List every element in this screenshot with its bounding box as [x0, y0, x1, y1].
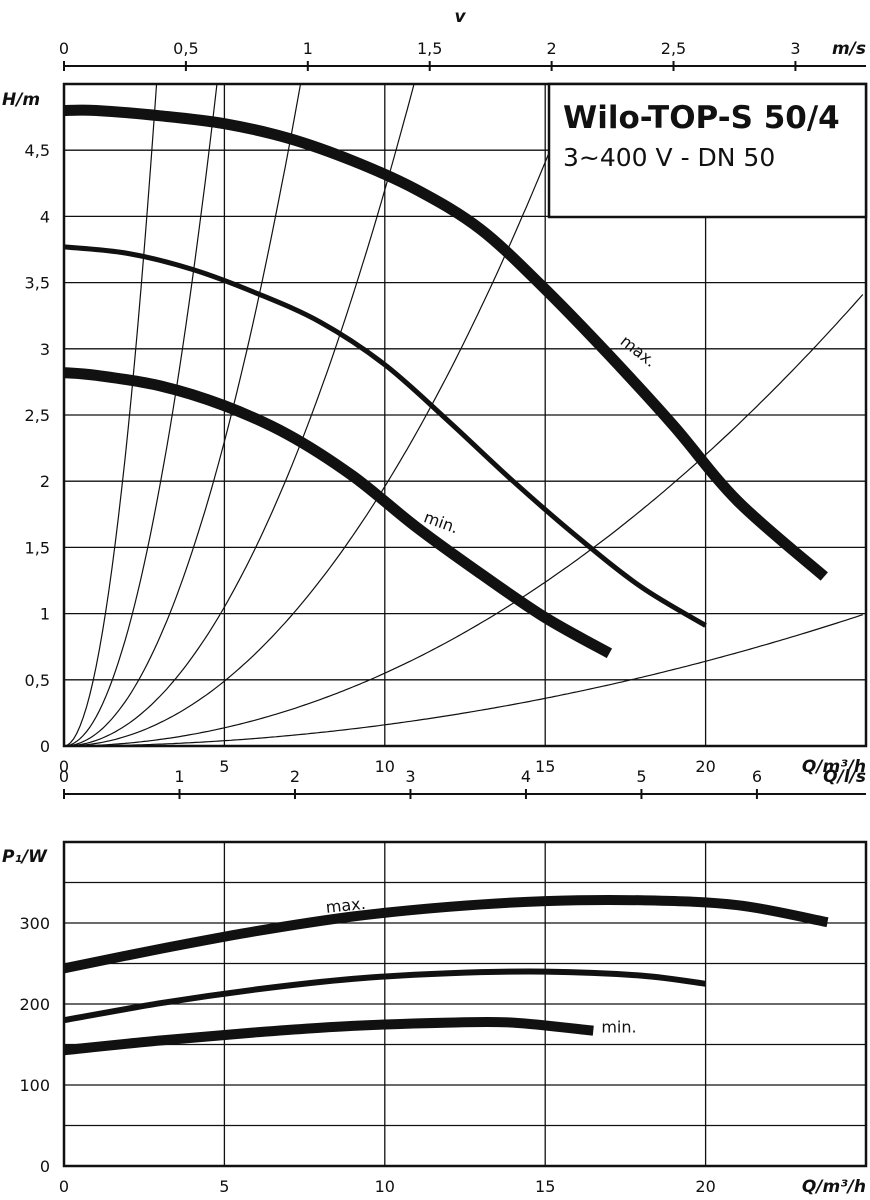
y-tick-label: 1,5 — [25, 538, 50, 557]
secondary-tick-label: 3 — [790, 39, 800, 58]
system-curve — [64, 49, 423, 747]
x-axis-label: Q/m³/h — [802, 1177, 866, 1197]
secondary-axis-label: Q/l/s — [823, 767, 866, 787]
y-axis-label: H/m — [2, 90, 40, 110]
system-curve — [64, 295, 863, 747]
x-tick-label: 5 — [219, 1177, 229, 1196]
y-tick-label: 0 — [40, 737, 50, 756]
secondary-tick-label: 4 — [521, 767, 531, 786]
y-tick-label: 4,5 — [25, 141, 50, 160]
y-tick-label: 200 — [19, 995, 50, 1014]
secondary-tick-label: 1 — [174, 767, 184, 786]
secondary-tick-label: 0,5 — [173, 39, 198, 58]
y-tick-label: 2 — [40, 472, 50, 491]
y-tick-label: 3,5 — [25, 274, 50, 293]
secondary-axis-label: m/s — [832, 39, 866, 59]
secondary-tick-label: 2,5 — [661, 39, 686, 58]
x-tick-label: 5 — [219, 757, 229, 776]
curve-label: min. — [601, 1017, 636, 1036]
system-curve — [64, 78, 157, 746]
y-tick-label: 0 — [40, 1157, 50, 1176]
secondary-tick-label: 2 — [547, 39, 557, 58]
y-axis-label: P₁/W — [2, 847, 48, 867]
x-tick-label: 10 — [375, 1177, 395, 1196]
secondary-tick-label: 1 — [303, 39, 313, 58]
secondary-axis-title: v — [454, 7, 466, 27]
pump-curve-min — [64, 1022, 593, 1050]
y-tick-label: 3 — [40, 340, 50, 359]
secondary-tick-label: 3 — [405, 767, 415, 786]
y-tick-label: 0,5 — [25, 671, 50, 690]
y-tick-label: 1 — [40, 605, 50, 624]
y-tick-label: 100 — [19, 1076, 50, 1095]
chart-subtitle: 3~400 V - DN 50 — [563, 143, 775, 172]
x-tick-label: 20 — [695, 1177, 715, 1196]
secondary-tick-label: 1,5 — [417, 39, 442, 58]
secondary-tick-label: 5 — [636, 767, 646, 786]
y-tick-label: 2,5 — [25, 406, 50, 425]
chart-title: Wilo-TOP-S 50/4 — [563, 100, 840, 136]
secondary-tick-label: 2 — [290, 767, 300, 786]
x-tick-label: 10 — [375, 757, 395, 776]
x-tick-label: 15 — [535, 757, 555, 776]
x-tick-label: 20 — [695, 757, 715, 776]
y-tick-label: 4 — [40, 207, 50, 226]
x-tick-label: 15 — [535, 1177, 555, 1196]
y-tick-label: 300 — [19, 914, 50, 933]
secondary-tick-label: 0 — [59, 39, 69, 58]
x-tick-label: 0 — [59, 1177, 69, 1196]
secondary-tick-label: 0 — [59, 767, 69, 786]
secondary-tick-label: 6 — [752, 767, 762, 786]
pump-curve-max — [64, 900, 828, 968]
